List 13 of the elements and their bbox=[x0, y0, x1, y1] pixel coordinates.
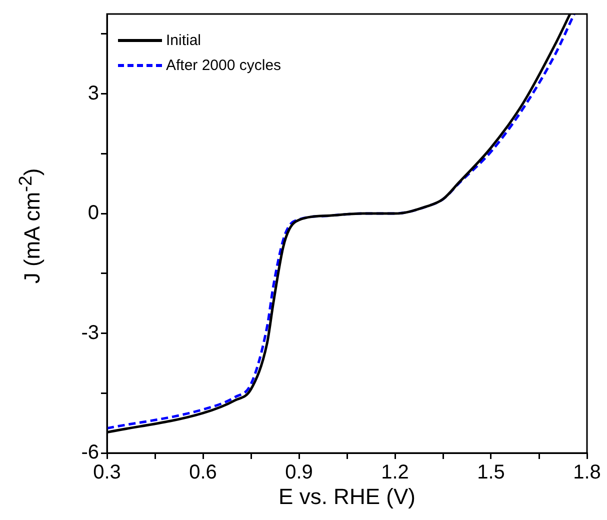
x-tick-label: 1.8 bbox=[573, 462, 601, 484]
x-tick-label: 1.2 bbox=[381, 462, 409, 484]
legend-label: After 2000 cycles bbox=[166, 57, 282, 74]
x-tick-label: 1.5 bbox=[477, 462, 505, 484]
y-tick-label: 3 bbox=[88, 82, 99, 104]
x-tick-label: 0.3 bbox=[93, 462, 121, 484]
legend-label: Initial bbox=[166, 32, 202, 49]
x-axis-title: E vs. RHE (V) bbox=[278, 484, 416, 510]
y-tick-label: -3 bbox=[81, 322, 99, 344]
y-tick-label: 0 bbox=[88, 202, 99, 224]
y-tick-label: -6 bbox=[81, 442, 99, 464]
x-tick-label: 0.6 bbox=[189, 462, 217, 484]
x-tick-label: 0.9 bbox=[285, 462, 313, 484]
